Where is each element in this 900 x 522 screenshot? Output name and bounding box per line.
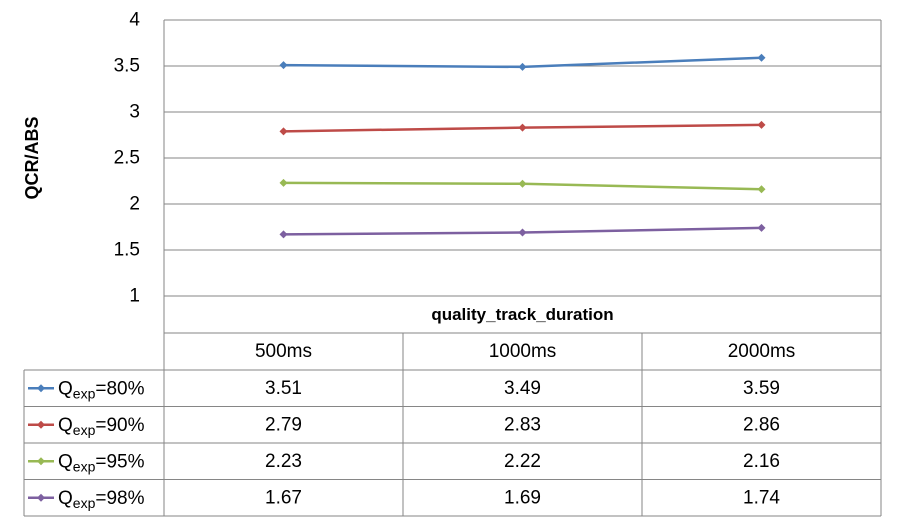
legend-label: Qexp=90% [58, 414, 145, 438]
x-tick-label: 1000ms [489, 341, 557, 362]
y-axis-label: QCR/ABS [22, 116, 42, 199]
legend-label-prefix: Q [58, 414, 73, 435]
data-point [518, 179, 527, 188]
legend-label-prefix: Q [58, 378, 73, 399]
data-point [518, 123, 527, 132]
data-label: 3.49 [504, 378, 541, 399]
legend-label-subscript: exp [73, 385, 96, 401]
data-label: 2.86 [743, 414, 780, 435]
data-label: 1.67 [265, 487, 302, 508]
y-tick-label: 3.5 [114, 56, 140, 77]
data-label: 1.74 [743, 487, 780, 508]
data-point [757, 53, 766, 62]
legend-label-suffix: =80% [95, 378, 144, 399]
data-label: 2.22 [504, 451, 541, 472]
data-label: 3.59 [743, 378, 780, 399]
data-label: 2.83 [504, 414, 541, 435]
legend-label-subscript: exp [73, 458, 96, 474]
y-tick-label: 1.5 [114, 240, 140, 261]
y-tick-label: 2.5 [114, 148, 140, 169]
legend-marker [37, 493, 45, 502]
legend-label-suffix: =90% [95, 414, 144, 435]
data-point [757, 185, 766, 194]
data-point [757, 120, 766, 129]
data-point [279, 127, 288, 136]
data-label: 2.23 [265, 451, 302, 472]
legend-marker [37, 420, 45, 429]
data-point [279, 230, 288, 239]
y-tick-label: 2 [129, 194, 140, 215]
data-label: 1.69 [504, 487, 541, 508]
legend-label-suffix: =98% [95, 487, 144, 508]
data-point [279, 178, 288, 187]
y-tick-label: 3 [129, 102, 140, 123]
legend-marker [37, 457, 45, 466]
data-point [518, 228, 527, 237]
legend-label: Qexp=95% [58, 451, 145, 475]
legend-label-suffix: =95% [95, 451, 144, 472]
legend-label: Qexp=98% [58, 487, 145, 511]
data-point [279, 61, 288, 70]
data-label: 3.51 [265, 378, 302, 399]
legend-label-prefix: Q [58, 487, 73, 508]
y-tick-label: 1 [129, 286, 140, 307]
x-axis-label: quality_track_duration [431, 305, 613, 324]
x-tick-label: 500ms [255, 341, 312, 362]
legend-label: Qexp=80% [58, 378, 145, 402]
legend-label-prefix: Q [58, 451, 73, 472]
legend-marker [37, 384, 45, 393]
x-tick-label: 2000ms [728, 341, 796, 362]
legend-label-subscript: exp [73, 495, 96, 511]
data-label: 2.79 [265, 414, 302, 435]
legend-label-subscript: exp [73, 422, 96, 438]
y-tick-label: 4 [129, 10, 140, 31]
data-point [757, 223, 766, 232]
data-point [518, 62, 527, 71]
data-label: 2.16 [743, 451, 780, 472]
